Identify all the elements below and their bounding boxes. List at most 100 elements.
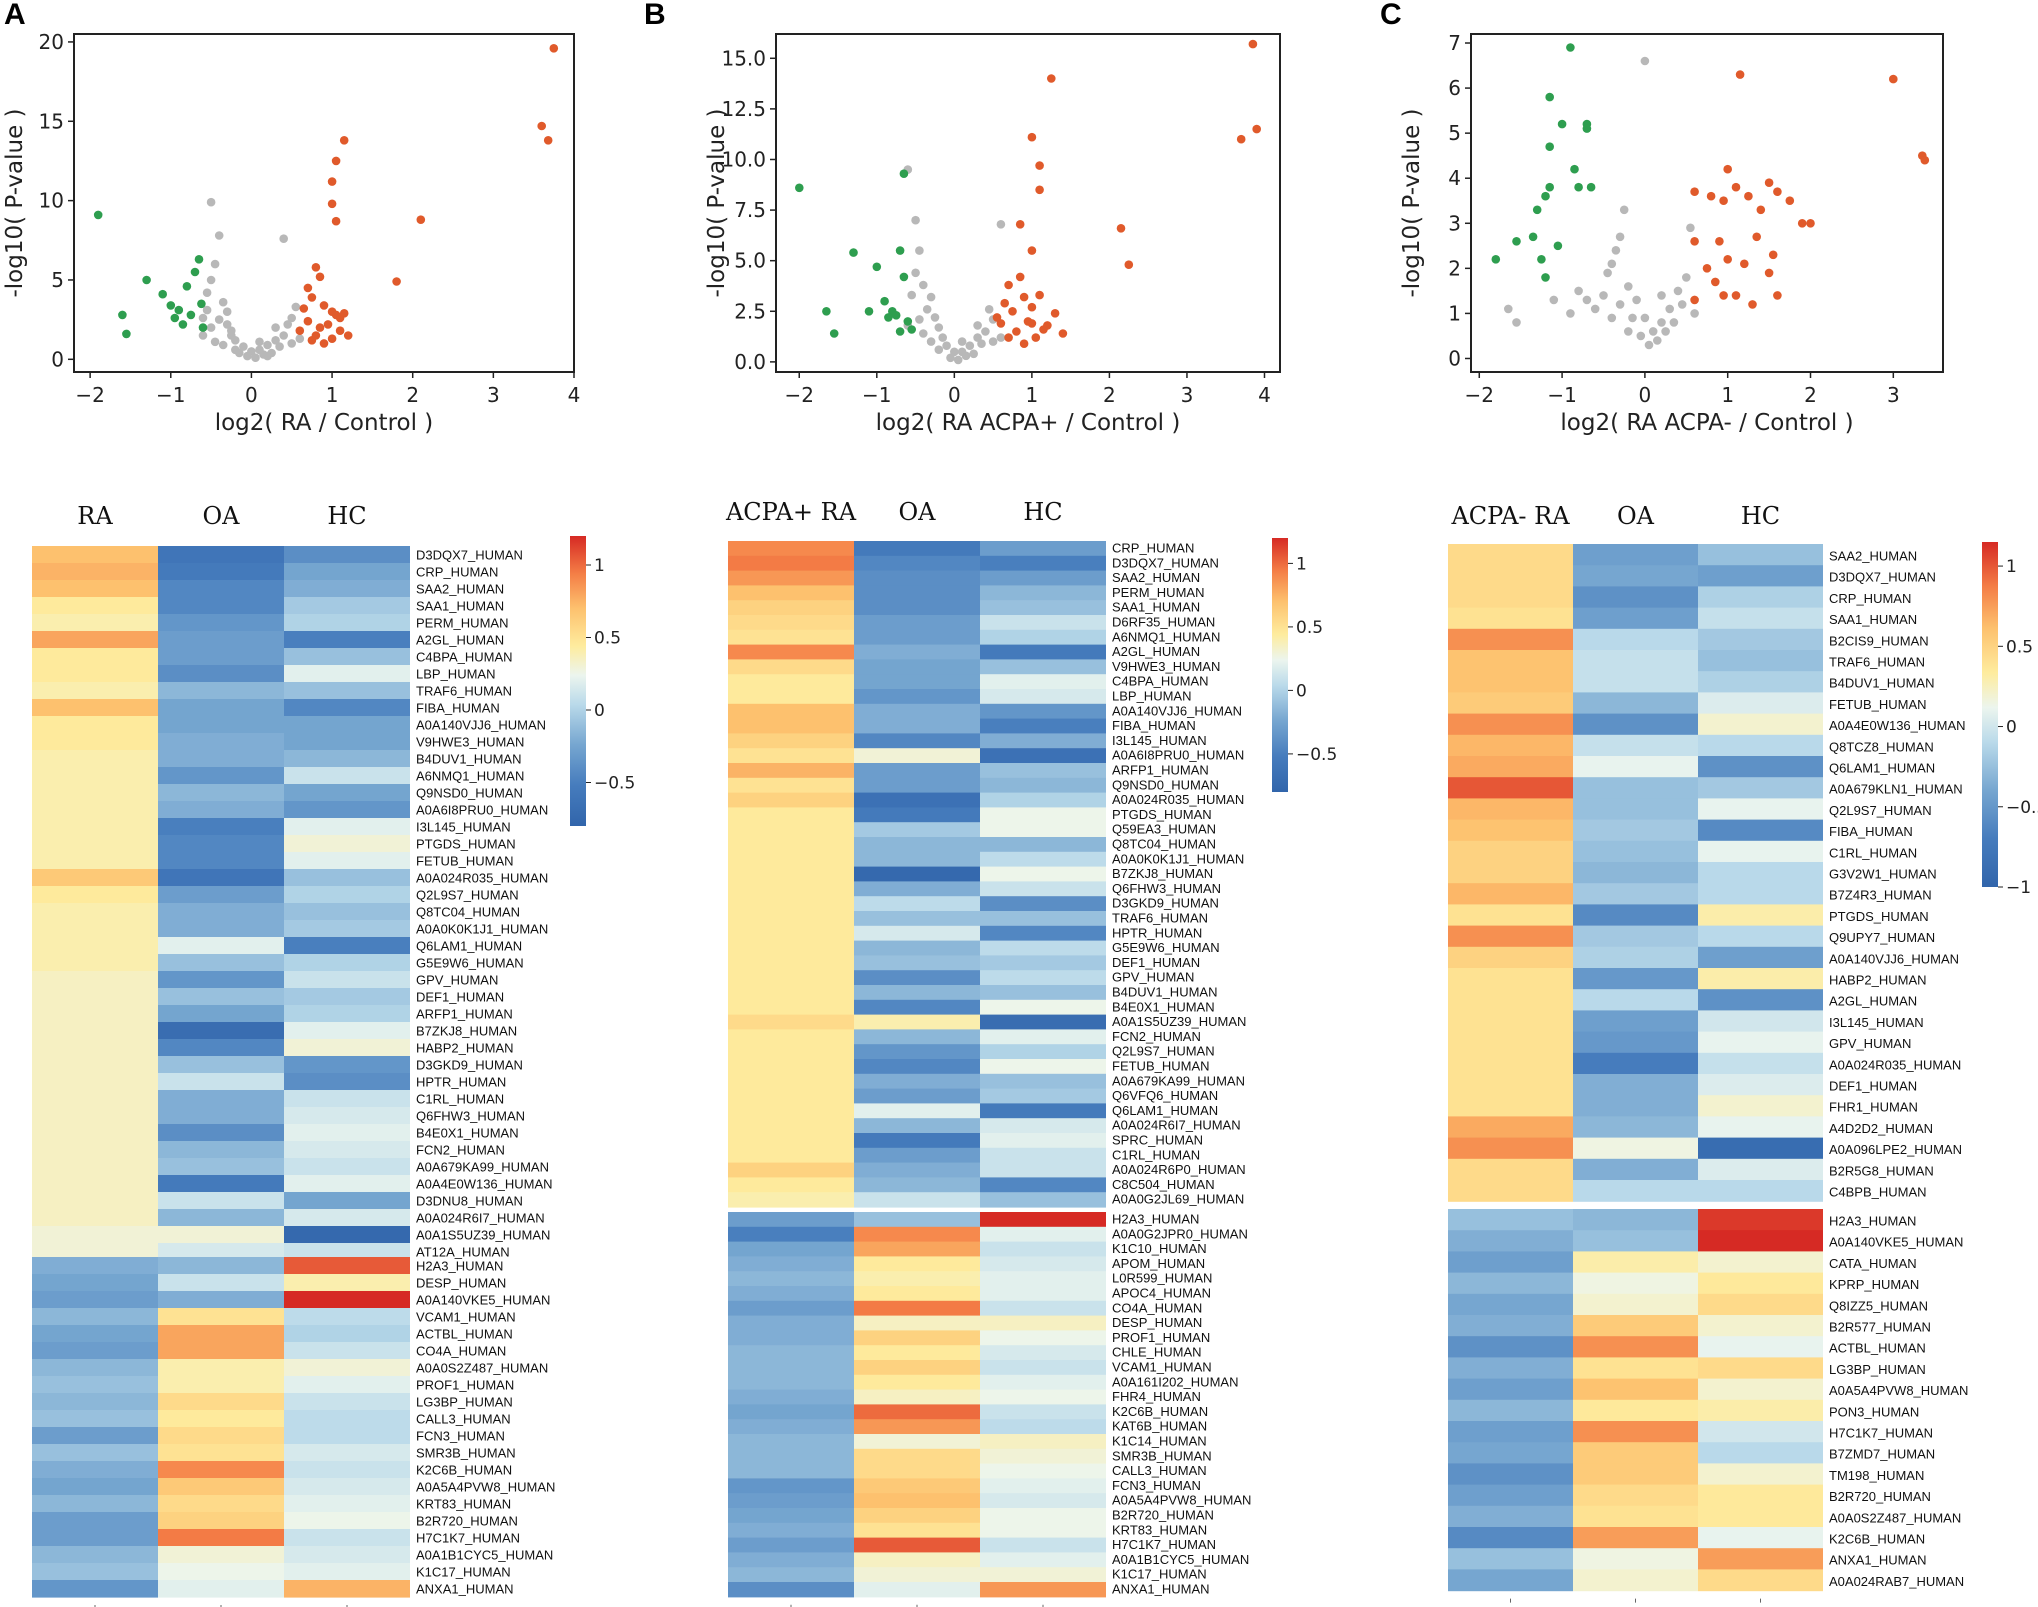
heatmap-cell	[32, 1529, 158, 1547]
heatmap-row-label: FCN2_HUMAN	[1112, 1029, 1201, 1044]
heatmap-cell	[32, 1495, 158, 1513]
point-up	[992, 313, 1002, 322]
heatmap-cell	[32, 988, 158, 1006]
heatmap-row-label: A0A1S5UZ39_HUMAN	[1112, 1014, 1246, 1029]
heatmap-cell	[1698, 607, 1823, 630]
heatmap-cell	[728, 1360, 854, 1376]
heatmap-cell	[1573, 1052, 1698, 1075]
heatmap-cell	[980, 881, 1106, 897]
heatmap-row-label: H2A3_HUMAN	[416, 1258, 503, 1273]
heatmap-cell	[32, 1478, 158, 1496]
point-down	[1586, 182, 1596, 192]
heatmap-cell	[284, 903, 410, 921]
heatmap-cell	[32, 1257, 158, 1275]
heatmap-cell	[1448, 1527, 1573, 1549]
heatmap-cell	[32, 903, 158, 921]
heatmap-cell	[1698, 713, 1823, 736]
point-up	[1719, 196, 1728, 205]
y-axis-title-b: -log10( P-value )	[704, 108, 730, 297]
heatmap-cell	[284, 886, 410, 904]
point-ns	[1624, 282, 1633, 291]
point-up	[543, 136, 553, 145]
heatmap-cell	[32, 1192, 158, 1210]
heatmap-row-label: ARFP1_HUMAN	[1112, 763, 1209, 778]
heatmap-cell	[1698, 1357, 1823, 1380]
heatmap-cell	[728, 1271, 854, 1287]
heatmap-row-label: TM198_HUMAN	[1829, 1468, 1924, 1483]
point-down	[1557, 119, 1567, 129]
heatmap-cell	[1573, 1251, 1698, 1274]
heatmap-cell	[1448, 819, 1573, 842]
heatmap-cell	[854, 763, 980, 779]
heatmap-cell	[32, 1022, 158, 1040]
heatmap-cell	[728, 1478, 854, 1494]
y-tick-label: 10.0	[721, 147, 766, 171]
heatmap-row-label: Q59EA3_HUMAN	[1112, 822, 1216, 837]
heatmap-cell	[980, 940, 1106, 956]
heatmap-cell	[980, 1177, 1106, 1193]
point-ns	[946, 353, 955, 363]
heatmap-cell	[1698, 1209, 1823, 1231]
heatmap-row-label: B4E0X1_HUMAN	[1112, 999, 1215, 1014]
point-ns	[1611, 246, 1621, 255]
heatmap-cell	[1448, 1031, 1573, 1054]
point-up	[307, 336, 317, 345]
x-tick-label: 4	[568, 383, 581, 407]
point-up	[1773, 291, 1782, 300]
point-down	[197, 299, 206, 309]
heatmap-row-label: GPV_HUMAN	[1829, 1036, 1911, 1051]
plot-frame-b	[775, 33, 1281, 373]
x-tick-label: −1	[862, 383, 891, 407]
heatmap-cell	[284, 1444, 410, 1462]
heatmap-cell	[1698, 1180, 1823, 1202]
heatmap-cell	[728, 1014, 854, 1030]
heatmap-cell	[980, 748, 1106, 764]
heatmap-cell	[158, 1325, 284, 1343]
heatmap-row-label: C8C504_HUMAN	[1112, 1177, 1215, 1192]
point-down	[899, 272, 909, 282]
heatmap-cell	[158, 1495, 284, 1513]
y-tick-label: 5	[51, 268, 64, 292]
heatmap-row-label: SAA2_HUMAN	[1829, 549, 1917, 564]
heatmap-cell	[32, 1291, 158, 1309]
heatmap-cell	[158, 648, 284, 666]
heatmap-cell	[980, 1162, 1106, 1178]
point-ns	[206, 275, 216, 285]
heatmap-cell	[158, 1427, 284, 1445]
point-up	[1027, 132, 1037, 142]
heatmap-cell	[980, 1419, 1106, 1435]
point-up	[1035, 185, 1044, 195]
point-up	[1706, 191, 1716, 201]
heatmap-cell	[158, 1192, 284, 1210]
heatmap-cell	[1573, 1357, 1698, 1380]
point-ns	[1682, 273, 1691, 282]
heatmap-cell	[728, 970, 854, 986]
point-up	[307, 293, 317, 302]
heatmap-cell	[854, 1448, 980, 1465]
point-ns	[251, 353, 260, 363]
heatmap-cell	[158, 1410, 284, 1428]
point-down	[1512, 237, 1521, 246]
point-up	[1015, 220, 1025, 229]
point-up	[1236, 134, 1246, 144]
heatmap-cell	[728, 1212, 854, 1228]
heatmap-cell	[980, 1192, 1106, 1208]
heatmap-cell	[158, 1512, 284, 1530]
heatmap-cell	[728, 600, 854, 616]
point-ns	[202, 288, 212, 298]
heatmap-cell	[32, 733, 158, 751]
point-down	[122, 329, 131, 339]
heatmap-row-label: C1RL_HUMAN	[1112, 1147, 1200, 1162]
heatmap-cell	[854, 1241, 980, 1257]
heatmap-row-label: K2C6B_HUMAN	[1829, 1532, 1925, 1547]
heatmap-cell	[1698, 1505, 1823, 1528]
heatmap-row-label: A0A140VKE5_HUMAN	[1829, 1235, 1963, 1250]
heatmap-cell	[1698, 1010, 1823, 1033]
heatmap-cell	[32, 563, 158, 581]
heatmap-cell	[32, 1427, 158, 1445]
heatmap-cell	[284, 1512, 410, 1530]
heatmap-cell	[1448, 756, 1573, 778]
heatmap-cell	[1573, 1095, 1698, 1117]
point-down	[1545, 142, 1554, 151]
heatmap-row-label: B2R720_HUMAN	[1829, 1489, 1931, 1504]
